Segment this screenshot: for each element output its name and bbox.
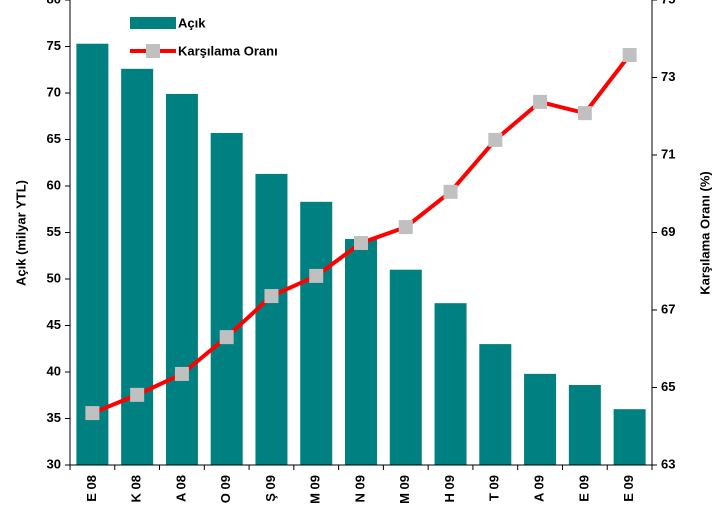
bar [76,43,109,466]
x-tick-label: A 08 [173,475,188,502]
y-tick-label: 80 [47,0,61,6]
y2-tick-label: 65 [661,379,675,394]
x-tick-label: H 09 [442,475,457,502]
y2-tick-label: 73 [661,69,675,84]
marker [219,330,234,345]
y-axis-title: Açık (milyar YTL) [13,180,28,286]
x-tick-label: K 08 [129,475,144,502]
y2-axis-title: Karşılama Oranı (%) [697,171,712,295]
bar [300,201,333,465]
marker [622,48,637,63]
marker [130,387,145,402]
legend-label: Karşılama Oranı [178,43,278,58]
bar [524,373,557,465]
y-tick-label: 65 [47,131,61,146]
y-tick-label: 70 [47,84,61,99]
marker [488,132,503,147]
legend-swatch [130,17,176,29]
bar [389,269,422,465]
y-tick-label: 75 [47,38,61,53]
bar [255,173,288,465]
x-tick-label: M 09 [308,475,323,504]
y2-tick-label: 69 [661,224,675,239]
y-tick-label: 45 [47,317,61,332]
y-tick-label: 30 [47,456,61,471]
marker [309,268,324,283]
marker [264,289,279,304]
marker [174,366,189,381]
x-tick-label: E 08 [84,475,99,502]
bar [613,409,646,465]
y-tick-label: 50 [47,270,61,285]
marker [443,184,458,199]
bar [434,303,467,465]
x-tick-label: T 09 [487,475,502,501]
marker [354,235,368,250]
x-tick-label: E 09 [576,475,591,502]
x-tick-label: O 09 [218,475,233,503]
y-tick-label: 40 [47,363,61,378]
marker [85,406,100,421]
y-tick-label: 35 [47,410,61,425]
bar [345,239,377,465]
y2-tick-label: 67 [661,301,675,316]
marker [533,94,548,109]
y2-tick-label: 63 [661,456,675,471]
bar [568,385,601,465]
y-tick-label: 60 [47,177,61,192]
x-tick-label: M 09 [397,475,412,504]
x-tick-label: Ş 09 [263,475,278,502]
bar [210,132,243,466]
y2-tick-label: 71 [661,146,675,161]
legend-label: Açık [178,15,206,30]
legend-marker [146,44,160,58]
x-tick-label: N 09 [352,475,367,502]
marker [398,220,413,235]
x-tick-label: A 09 [532,475,547,502]
bar [165,93,198,466]
marker [577,106,592,121]
bar [479,344,512,465]
y-tick-label: 55 [47,224,61,239]
x-tick-label: E 09 [621,475,636,502]
bar [121,68,154,465]
y2-tick-label: 75 [661,0,675,6]
